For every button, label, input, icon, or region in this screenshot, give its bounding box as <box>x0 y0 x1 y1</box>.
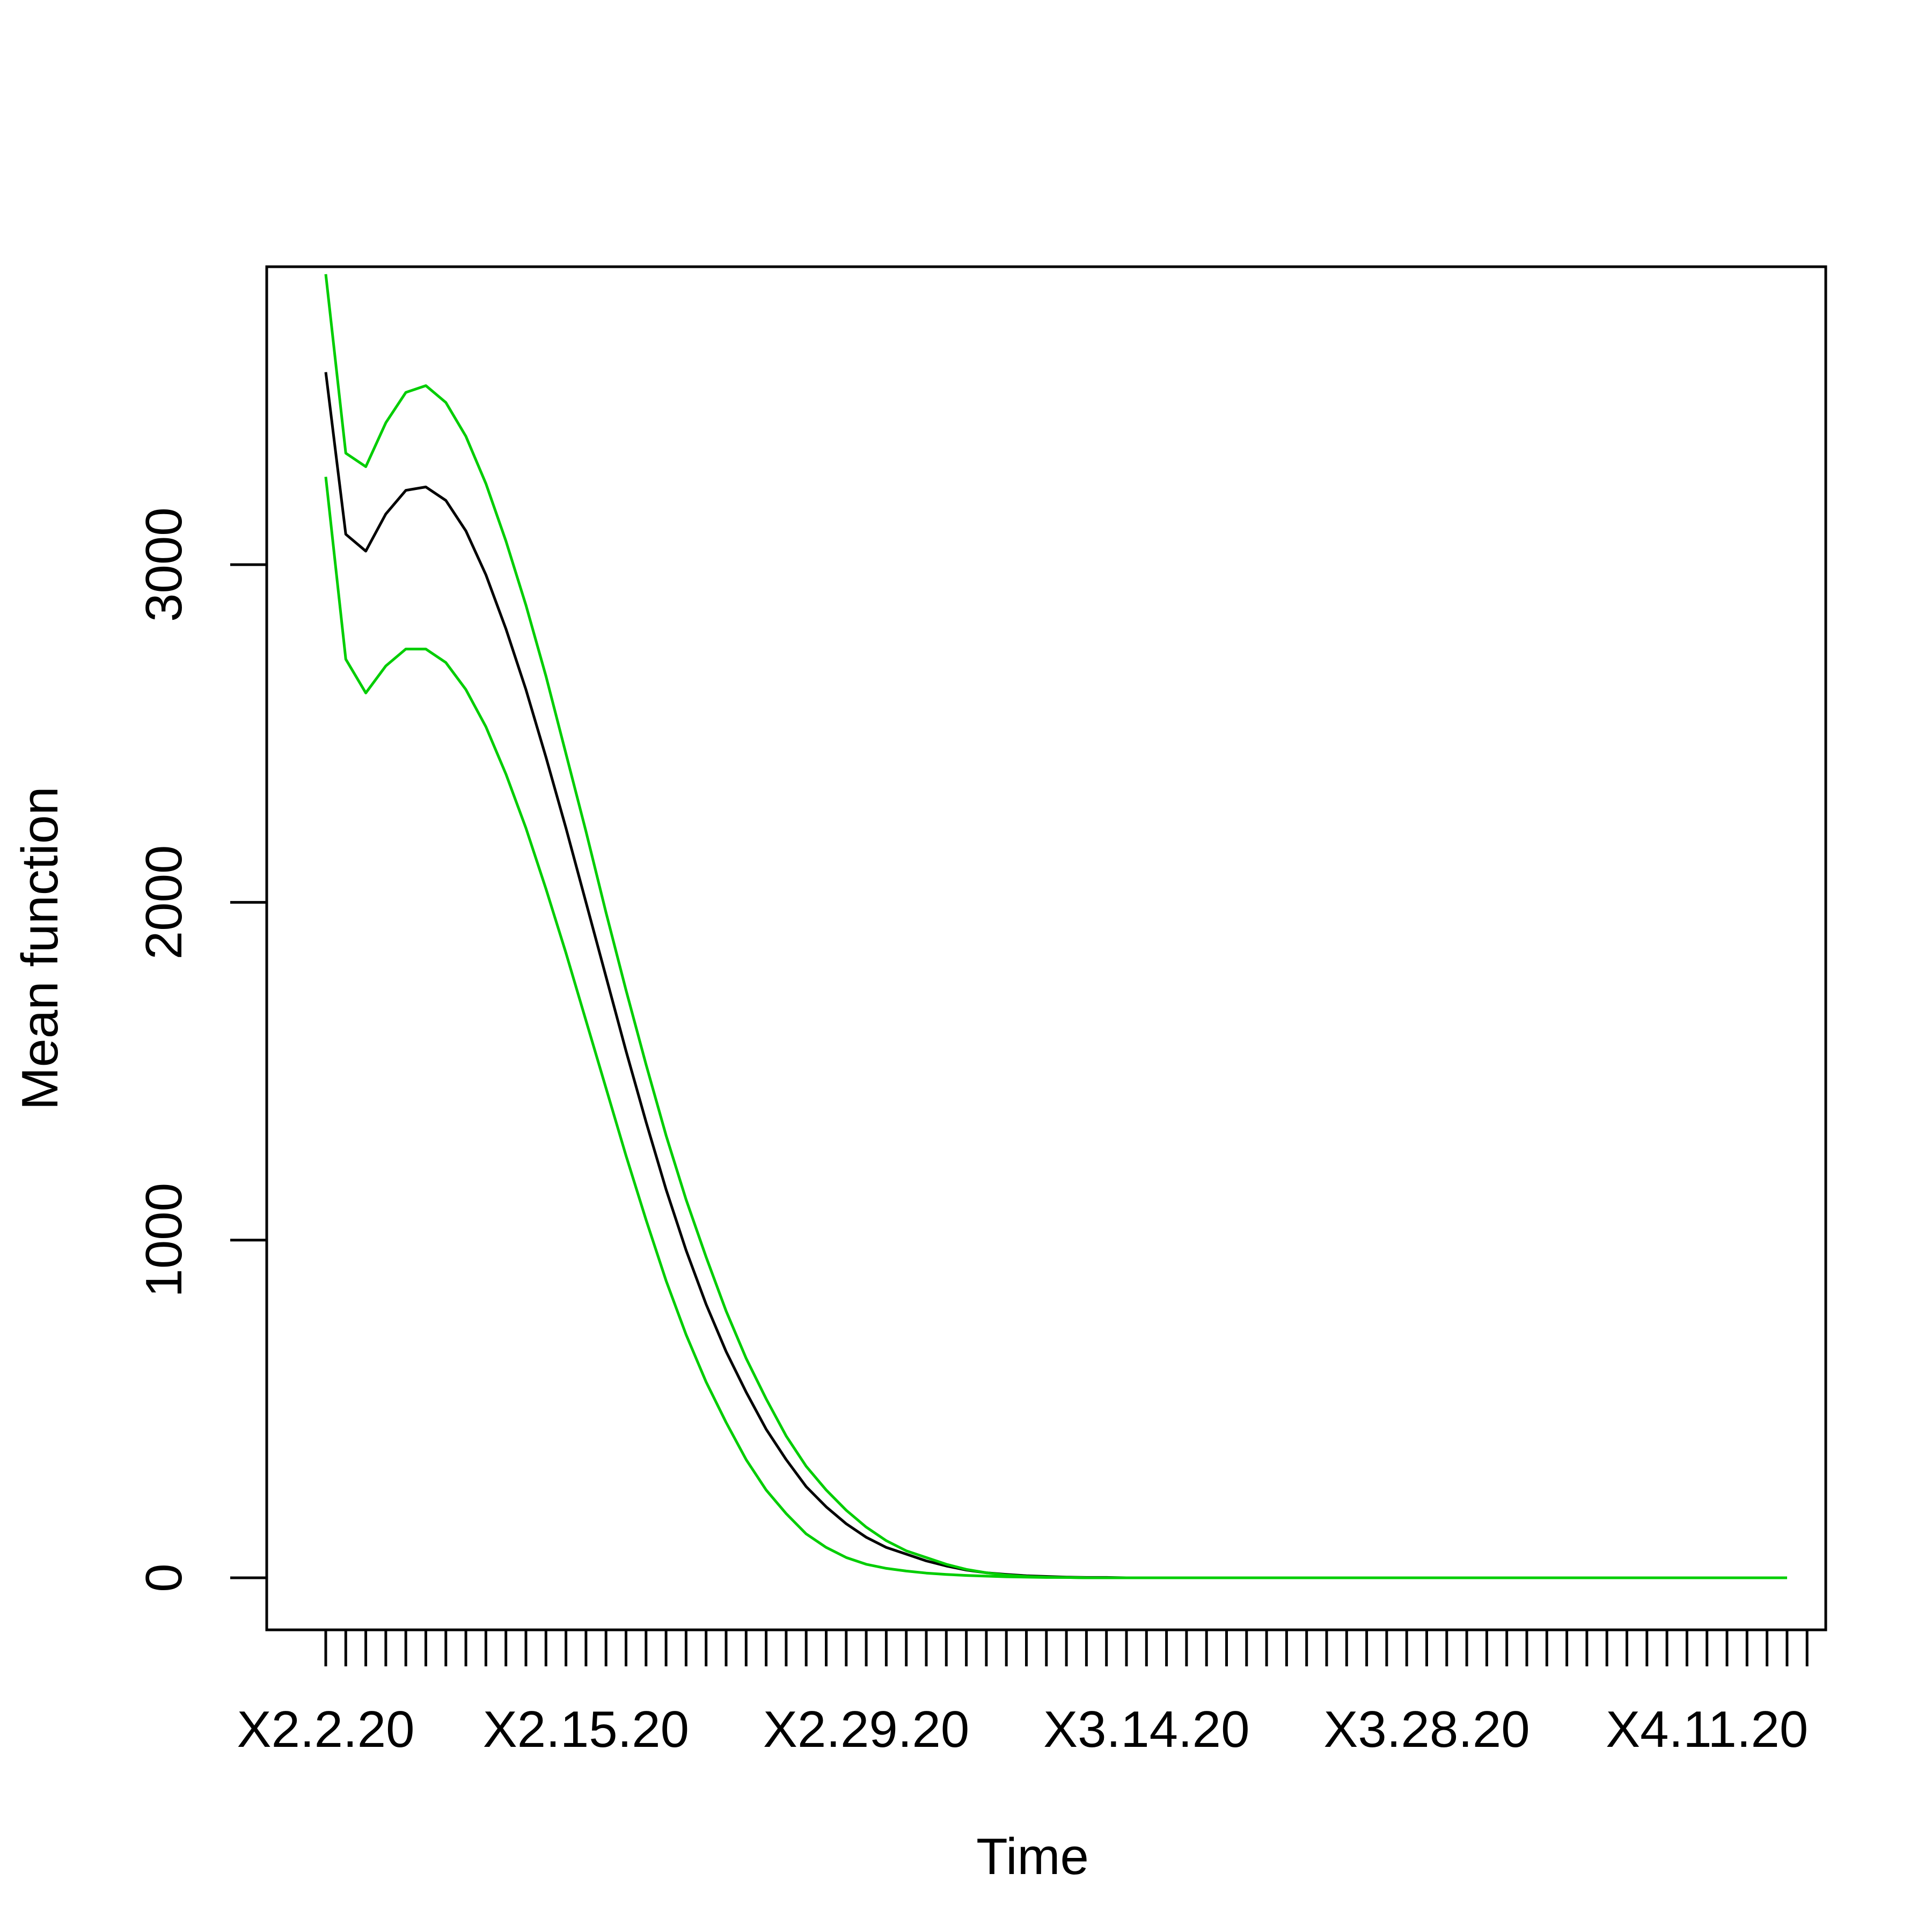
y-tick-label: 2000 <box>135 845 193 960</box>
series-layer <box>324 274 1787 1579</box>
y-tick-label: 1000 <box>135 1183 193 1298</box>
x-tick-label: X3.28.20 <box>1323 1701 1529 1758</box>
y-tick-label: 3000 <box>135 507 193 622</box>
series-line-2 <box>324 477 1787 1579</box>
y-axis: 0 1000 2000 3000 <box>135 507 268 1592</box>
x-tick-label: X4.11.20 <box>1606 1701 1808 1758</box>
x-tick-label: X3.14.20 <box>1043 1701 1249 1758</box>
y-axis-label: Mean function <box>11 786 69 1110</box>
x-axis: X2.2.20 X2.15.20 X2.29.20 X3.14.20 X3.28.20 X… <box>237 1628 1809 1758</box>
x-tick-label: X2.15.20 <box>483 1701 689 1758</box>
y-tick-label: 0 <box>135 1563 193 1592</box>
x-tick-label: X2.2.20 <box>237 1701 415 1758</box>
x-tick-label: X2.29.20 <box>763 1701 969 1758</box>
x-axis-label: Time <box>976 1828 1089 1885</box>
